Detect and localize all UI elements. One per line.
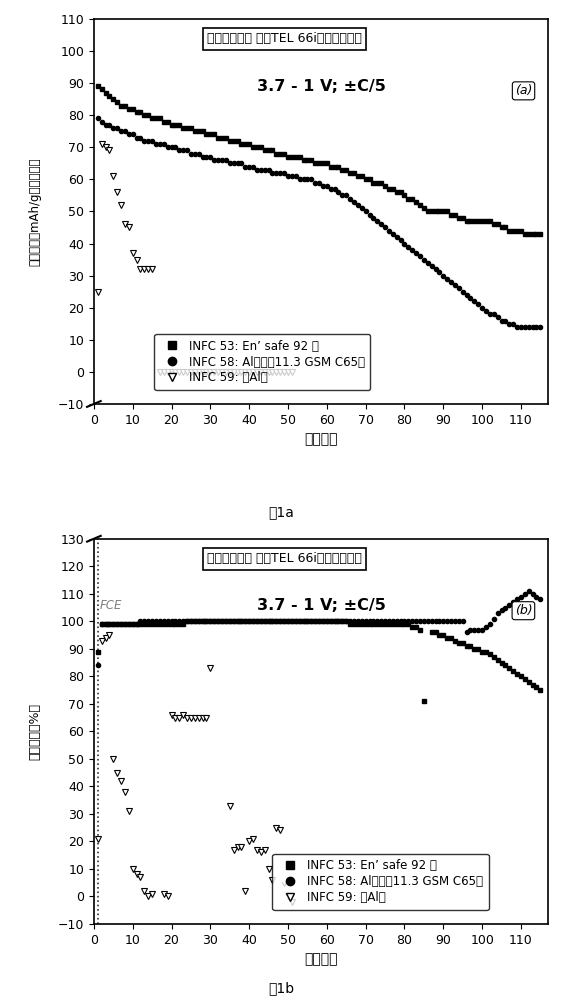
X-axis label: 循环次数: 循环次数 [304, 952, 338, 966]
X-axis label: 循环次数: 循环次数 [304, 432, 338, 446]
Text: (b): (b) [515, 604, 532, 617]
Text: 无阳极电池： 具有TEL 66i的基底的影响: 无阳极电池： 具有TEL 66i的基底的影响 [207, 552, 362, 565]
Text: 无阳极电池： 具有TEL 66i的基底的影响: 无阳极电池： 具有TEL 66i的基底的影响 [207, 32, 362, 45]
Text: 图1b: 图1b [268, 981, 294, 995]
Legend: INFC 53: En’ safe 92 箔, INFC 58: Al箔上的11.3 GSM C65层, INFC 59: 裸Al箔: INFC 53: En’ safe 92 箔, INFC 58: Al箔上的11… [155, 334, 370, 390]
Legend: INFC 53: En’ safe 92 箔, INFC 58: Al箔上的11.3 GSM C65层, INFC 59: 裸Al箔: INFC 53: En’ safe 92 箔, INFC 58: Al箔上的11… [273, 854, 488, 910]
Text: 3.7 - 1 V; ±C/5: 3.7 - 1 V; ±C/5 [257, 79, 386, 94]
Text: 3.7 - 1 V; ±C/5: 3.7 - 1 V; ±C/5 [257, 598, 386, 613]
Text: 库伦效率（%）: 库伦效率（%） [28, 703, 42, 760]
Text: 图1a: 图1a [268, 505, 294, 519]
Text: 电池容量（mAh/g活性阴极）: 电池容量（mAh/g活性阴极） [28, 157, 42, 266]
Text: (a): (a) [515, 84, 532, 97]
Text: FCE: FCE [99, 599, 122, 612]
